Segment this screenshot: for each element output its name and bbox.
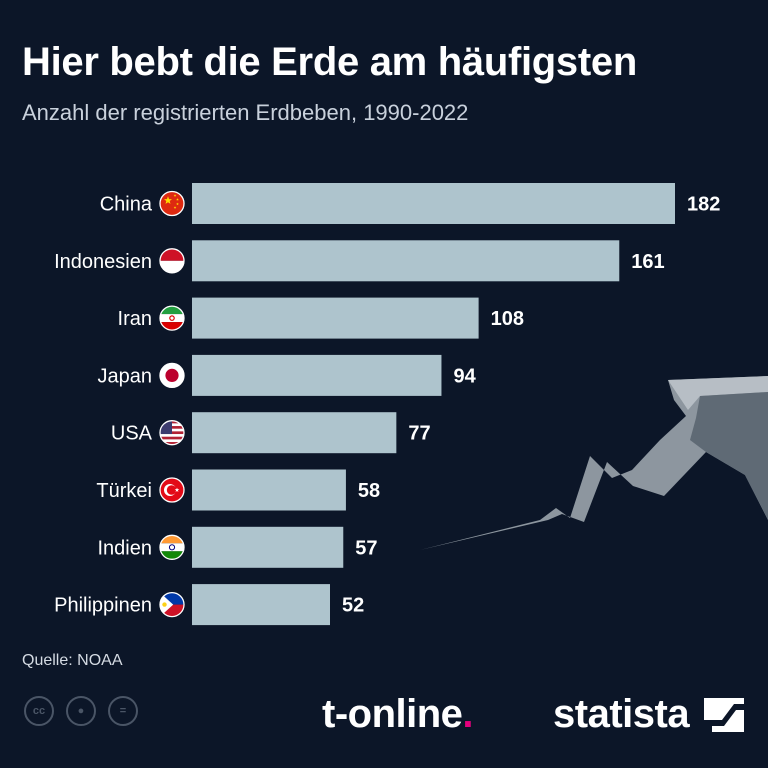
bar-china [192,183,675,224]
value-label: 108 [491,308,524,330]
category-label: Türkei [96,480,152,502]
source-note: Quelle: NOAA [22,652,123,669]
attribution-icon[interactable]: ● [66,696,96,726]
bar-japan [192,354,442,396]
statista-logo[interactable]: statista [553,692,690,736]
creative-commons-icon[interactable]: cc [24,696,54,726]
category-label: Indonesien [54,251,152,273]
t-online-wordmark: t-online [322,692,463,736]
page-title: Hier bebt die Erde am häufigsten [22,40,637,84]
category-label: Indien [98,537,153,559]
bar-indonesien [192,240,620,282]
bar-iran [192,297,479,339]
value-label: 182 [687,194,720,216]
indonesia-flag-icon [159,248,185,274]
t-online-logo[interactable]: t-online. [322,692,474,737]
category-label: Philippinen [54,595,152,617]
statista-logo-icon [704,698,744,732]
value-label: 94 [453,365,476,387]
value-label: 52 [342,595,364,617]
india-flag-icon [159,534,185,560]
turkey-flag-icon [159,477,185,503]
philippines-flag-icon [159,591,185,618]
usa-flag-icon [159,420,185,446]
value-label: 58 [358,480,380,502]
bar-usa [192,412,397,454]
value-label: 77 [408,423,430,445]
value-label: 57 [355,537,377,559]
bar-türkei [192,469,346,511]
bar-philippinen [192,584,330,626]
china-flag-icon [159,190,185,217]
t-online-logo-dot: . [462,692,474,736]
category-label: Japan [98,365,153,387]
category-label: Iran [118,308,152,330]
license-icons: cc ● = [24,696,138,726]
category-label: China [100,194,153,216]
no-derivatives-icon[interactable]: = [108,696,138,726]
bar-indien [192,526,344,568]
value-label: 161 [631,251,664,273]
iran-flag-icon [159,305,185,331]
japan-flag-icon [159,362,185,389]
page-subtitle: Anzahl der registrierten Erdbeben, 1990-… [22,100,469,125]
category-label: USA [111,423,153,445]
